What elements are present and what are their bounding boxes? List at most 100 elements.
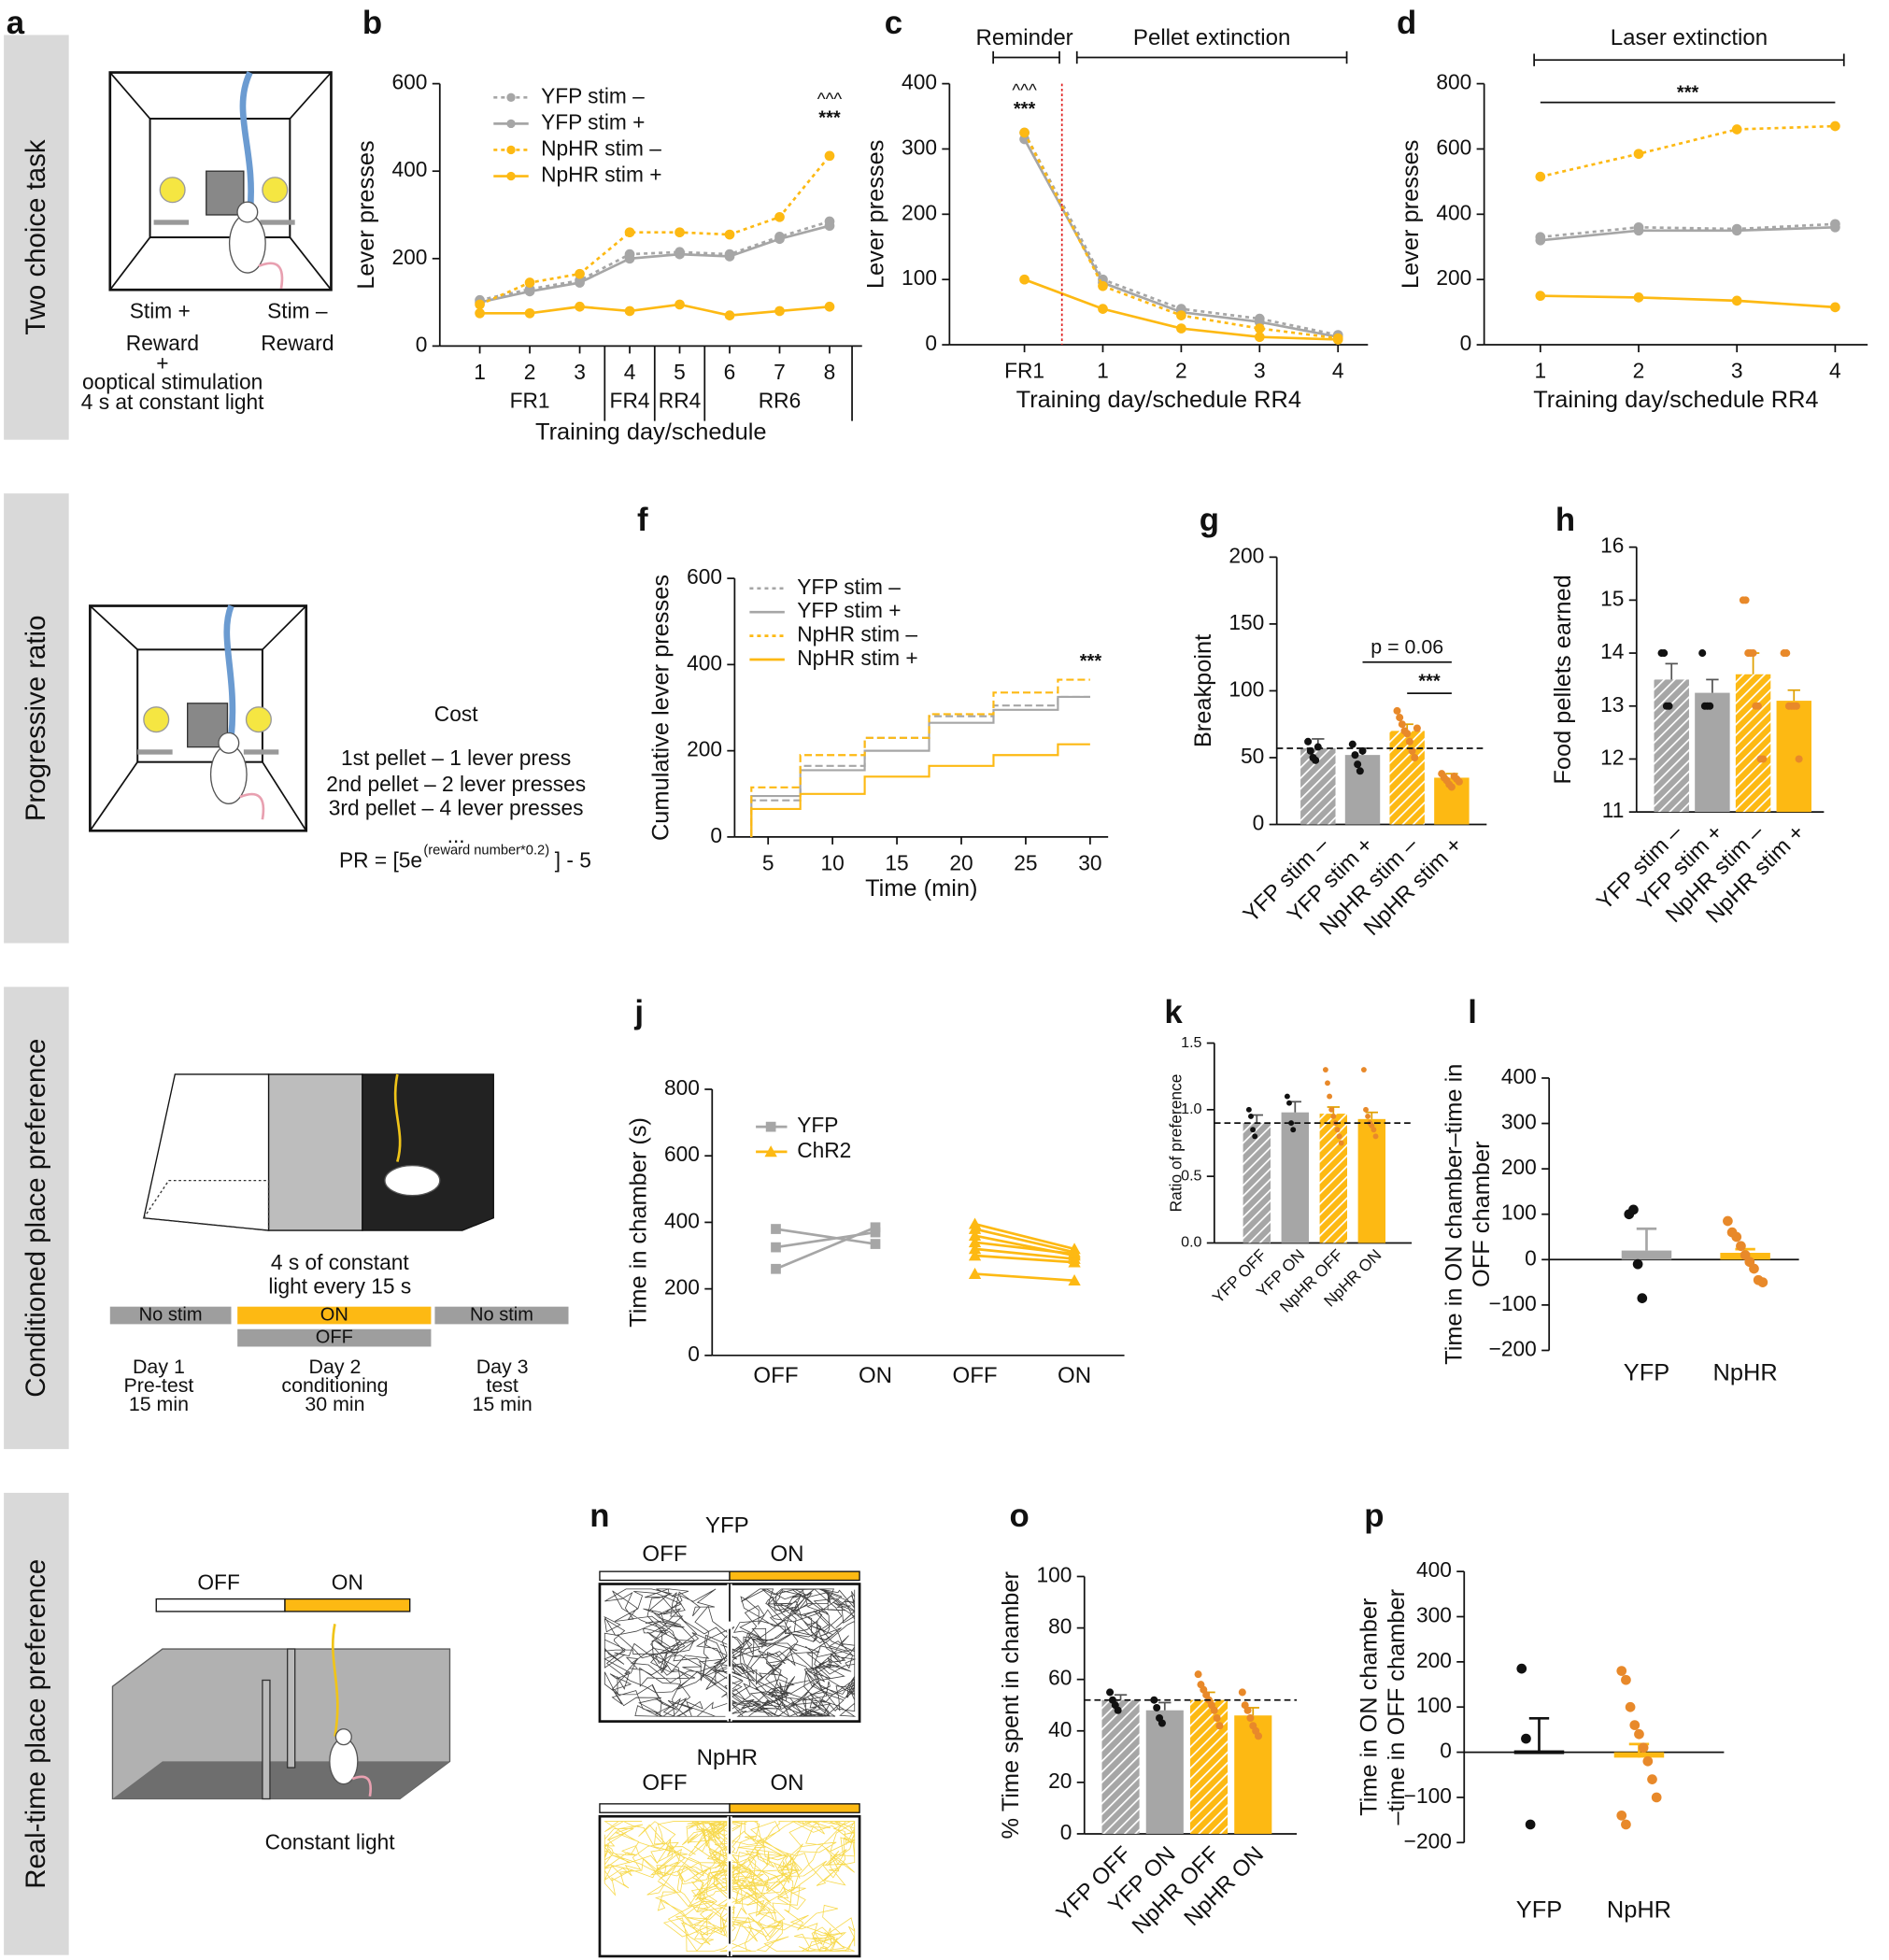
data-point [1245,1106,1252,1113]
cost-row: ... [447,823,465,847]
rtpp-bar-on [284,1598,411,1612]
point [1731,124,1742,135]
x-tick-label: 4 [624,360,636,384]
bar [1357,1118,1386,1243]
data-point [1637,1293,1648,1303]
panel-letter: h [1555,503,1575,538]
data-point [1651,1792,1662,1803]
y-tick-label: 13 [1600,692,1624,717]
y-tick-label: 0 [1060,1820,1072,1844]
data-point [1411,753,1419,761]
mouse-body [209,745,248,804]
bar [1344,755,1381,825]
point [1633,149,1644,160]
group-label: RR6 [759,389,801,413]
paired-line [974,1241,1075,1256]
formula: PR = [5e [339,848,422,873]
point [475,307,485,319]
panel-letter: k [1164,995,1183,1030]
stim-minus: Stim – [267,298,328,322]
y-tick-label: 100 [1036,1562,1072,1586]
paired-line [974,1272,1075,1283]
point [824,220,835,232]
y-tick-label: 200 [902,200,937,224]
point [1535,291,1546,302]
y-tick-label: 200 [392,245,428,269]
data-point [1254,1732,1263,1740]
light [245,706,272,733]
point [524,307,535,319]
y-axis-label: –time in OFF chamber [1384,1588,1410,1825]
point [1176,323,1186,334]
cost-title: Cost [434,702,478,726]
data-point [1365,1114,1371,1119]
light [143,706,170,733]
point [824,301,835,312]
x-tick-label: 5 [762,850,774,874]
x-tick-label: 2 [524,360,536,384]
group-label: RR4 [659,389,701,413]
y-axis-label: Lever presses [1398,140,1424,289]
data-point [968,1243,982,1255]
timeline-bar [434,1306,569,1325]
y-tick-label: −200 [1404,1828,1452,1853]
cpp-box-light [143,1073,270,1231]
x-tick-label: 3 [1254,358,1266,382]
data-point [1698,649,1707,658]
cost-row: 3rd pellet – 4 lever presses [329,795,584,819]
data-point [1396,714,1404,722]
point [675,249,685,260]
data-point [1642,1755,1654,1767]
data-point [1194,1670,1202,1679]
data-point [1354,760,1362,769]
data-point [1327,1093,1333,1100]
legend-label: NpHR stim + [541,163,661,187]
data-point [1782,649,1791,658]
data-point [1625,1701,1636,1712]
point [524,286,535,297]
data-point [1330,1114,1337,1119]
optic-fiber [239,71,254,213]
point [1731,295,1742,306]
data-point [771,1224,781,1234]
y-tick-label: 150 [1229,610,1264,634]
chamber-outer [108,71,333,291]
data-point [1757,1277,1768,1287]
mouse-head [218,731,240,754]
optic-fiber [223,604,236,738]
on-label: ON [770,1770,803,1796]
day-label: conditioning [281,1374,388,1397]
data-point [1246,1713,1255,1723]
y-tick-label: −100 [1404,1783,1452,1808]
day-label: Day 2 [309,1356,362,1378]
paired-line [774,1226,876,1271]
bar-on [729,1803,860,1813]
data-point [1736,1241,1746,1252]
data-point [1336,1133,1342,1140]
data-point [1629,1720,1640,1730]
x-tick-label: FR1 [1004,358,1044,382]
data-point [1754,702,1762,710]
mouse-body [228,213,266,274]
data-point [968,1249,982,1261]
x-tick-label: 1 [474,360,486,384]
legend-marker [506,171,516,181]
rtpp-off: OFF [197,1570,239,1595]
y-tick-label: 600 [392,70,428,94]
series-line [1540,124,1836,178]
timeline-bar [237,1306,432,1325]
x-tick-label: ON [859,1363,892,1388]
divider [286,1648,296,1768]
point [1098,280,1108,291]
cost-row: 1st pellet – 1 lever press [341,746,571,770]
phase-label: Pellet extinction [1133,25,1290,50]
data-point [1288,1120,1295,1127]
point [1176,310,1186,320]
point [1019,274,1030,285]
point [675,227,685,238]
y-tick-label: 0.5 [1181,1167,1201,1184]
panel-letter: j [633,995,644,1030]
y-tick-label: 400 [1436,200,1471,224]
group-name: NpHR [697,1745,758,1770]
data-point [1363,1106,1369,1113]
